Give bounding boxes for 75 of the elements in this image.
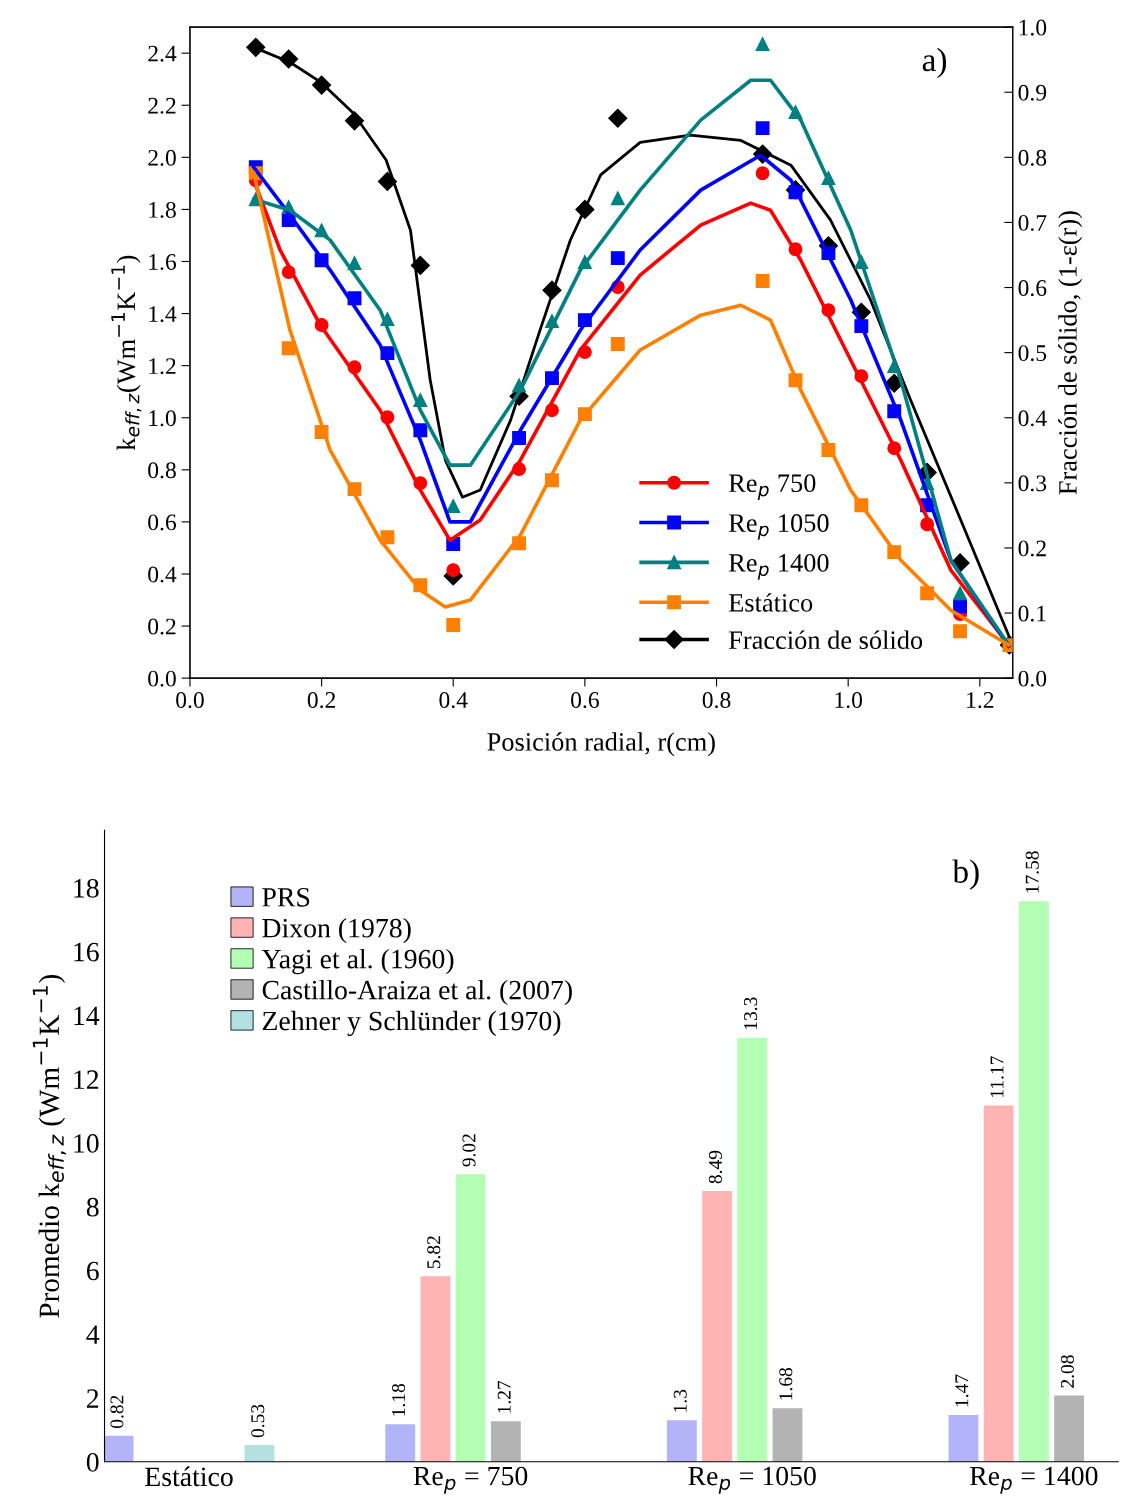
data-label: 11.17 <box>990 1056 1004 1097</box>
data-label: 5.82 <box>427 1236 441 1269</box>
y-tick-label: 2.4 <box>148 45 177 62</box>
y-tick-label: 2.2 <box>148 97 176 114</box>
y-axis-title: Promedio k$_{eff,z}$ (Wm$^{−1}$K$^{−1}$) <box>32 975 66 1318</box>
y2-tick-label: 0.0 <box>1018 670 1047 687</box>
y-tick-label: 4 <box>86 1325 100 1344</box>
y-tick-label: 0.0 <box>148 670 176 687</box>
y-tick-label: 16 <box>74 942 99 962</box>
y-tick-label: 10 <box>74 1134 99 1153</box>
y2-tick-label: 0.6 <box>1018 280 1047 297</box>
y-tick-label: 18 <box>74 878 99 898</box>
y-tick-label: 8 <box>86 1197 99 1217</box>
y2-tick-label: 0.2 <box>1018 540 1046 557</box>
x-tick-label: 0.8 <box>702 692 731 709</box>
data-label: 1.27 <box>497 1380 511 1413</box>
y2-tick-label: 0.8 <box>1018 149 1047 166</box>
y-tick-label: 2.0 <box>148 149 176 166</box>
y-tick-label: 0.2 <box>148 618 176 635</box>
data-label: 17.58 <box>1025 851 1039 893</box>
y2-tick-label: 1.0 <box>1019 19 1047 36</box>
annotation: b) <box>952 859 979 890</box>
y-tick-label: 1.2 <box>149 358 176 375</box>
y-tick-label: 0.4 <box>148 566 177 583</box>
y2-tick-label: 0.4 <box>1018 410 1047 427</box>
x-tick-label: 0.2 <box>307 692 336 709</box>
legend-label: Zehner y Schlünder (1970) <box>262 1010 561 1037</box>
x-axis-title: Posición radial, r(cm) <box>487 732 715 757</box>
y-tick-label: 1.8 <box>149 201 176 218</box>
y-tick-label: 6 <box>86 1261 99 1281</box>
y-tick-label: 1.4 <box>149 306 177 323</box>
x-tick-label: 1.2 <box>967 692 994 709</box>
data-label: 13.3 <box>744 997 758 1029</box>
data-label: 1.68 <box>779 1367 793 1400</box>
x-tick-label: Re$_{p}$ = 1050 <box>688 1466 816 1494</box>
y2-tick-label: 0.3 <box>1018 475 1047 492</box>
y-axis-title: k$_{eff,z}$(Wm$^{−1}$K$^{−1}$) <box>111 255 142 451</box>
legend-label: Castillo-Araiza et al. (2007) <box>262 979 572 1006</box>
annotation: a) <box>922 47 947 79</box>
data-label: 2.08 <box>1060 1355 1075 1388</box>
y2-tick-label: 0.1 <box>1018 605 1046 622</box>
y-tick-label: 0.6 <box>148 514 177 531</box>
x-tick-label: 1.0 <box>835 692 863 709</box>
data-label: 8.49 <box>708 1150 723 1184</box>
legend-label: Re$_{p}$ 1050 <box>728 514 829 540</box>
x-tick-label: 0.0 <box>176 692 204 709</box>
x-tick-label: Re$_{p}$ = 1400 <box>969 1466 1098 1494</box>
legend-label: PRS <box>262 887 310 907</box>
y-tick-label: 0 <box>86 1452 99 1472</box>
legend-label: Estático <box>728 593 813 612</box>
data-label: 1.3 <box>673 1389 687 1412</box>
data-label: 0.53 <box>251 1404 265 1438</box>
x-tick-label: 0.4 <box>439 692 468 709</box>
y2-tick-label: 0.9 <box>1018 84 1047 101</box>
data-label: 9.02 <box>462 1134 476 1167</box>
legend-label: Fracción de sólido <box>728 630 923 650</box>
data-label: 0.82 <box>110 1395 124 1428</box>
legend-label: Dixon (1978) <box>262 918 411 944</box>
data-label: 1.47 <box>955 1374 969 1407</box>
y-tick-label: 2 <box>87 1389 99 1408</box>
x-tick-label: 0.6 <box>571 692 599 709</box>
legend-label: Re$_{p}$ 1400 <box>728 553 829 580</box>
y-tick-label: 0.8 <box>148 462 176 479</box>
x-tick-label: Re$_{p}$ = 750 <box>413 1466 528 1494</box>
legend-label: Yagi et al. (1960) <box>261 948 454 975</box>
x-tick-label: Estático <box>145 1466 233 1487</box>
y2-tick-label: 0.7 <box>1018 214 1047 231</box>
legend-label: Re$_{p}$ 750 <box>728 474 816 500</box>
y-tick-label: 1.6 <box>149 254 177 271</box>
y2-tick-label: 0.5 <box>1018 345 1047 362</box>
data-label: 1.18 <box>391 1383 406 1416</box>
y2-axis-title: Fracción de sólido, (1-ε(r)) <box>1058 211 1083 495</box>
y-tick-label: 12 <box>74 1070 99 1089</box>
y-tick-label: 14 <box>74 1006 100 1025</box>
y-tick-label: 1.0 <box>149 410 176 427</box>
